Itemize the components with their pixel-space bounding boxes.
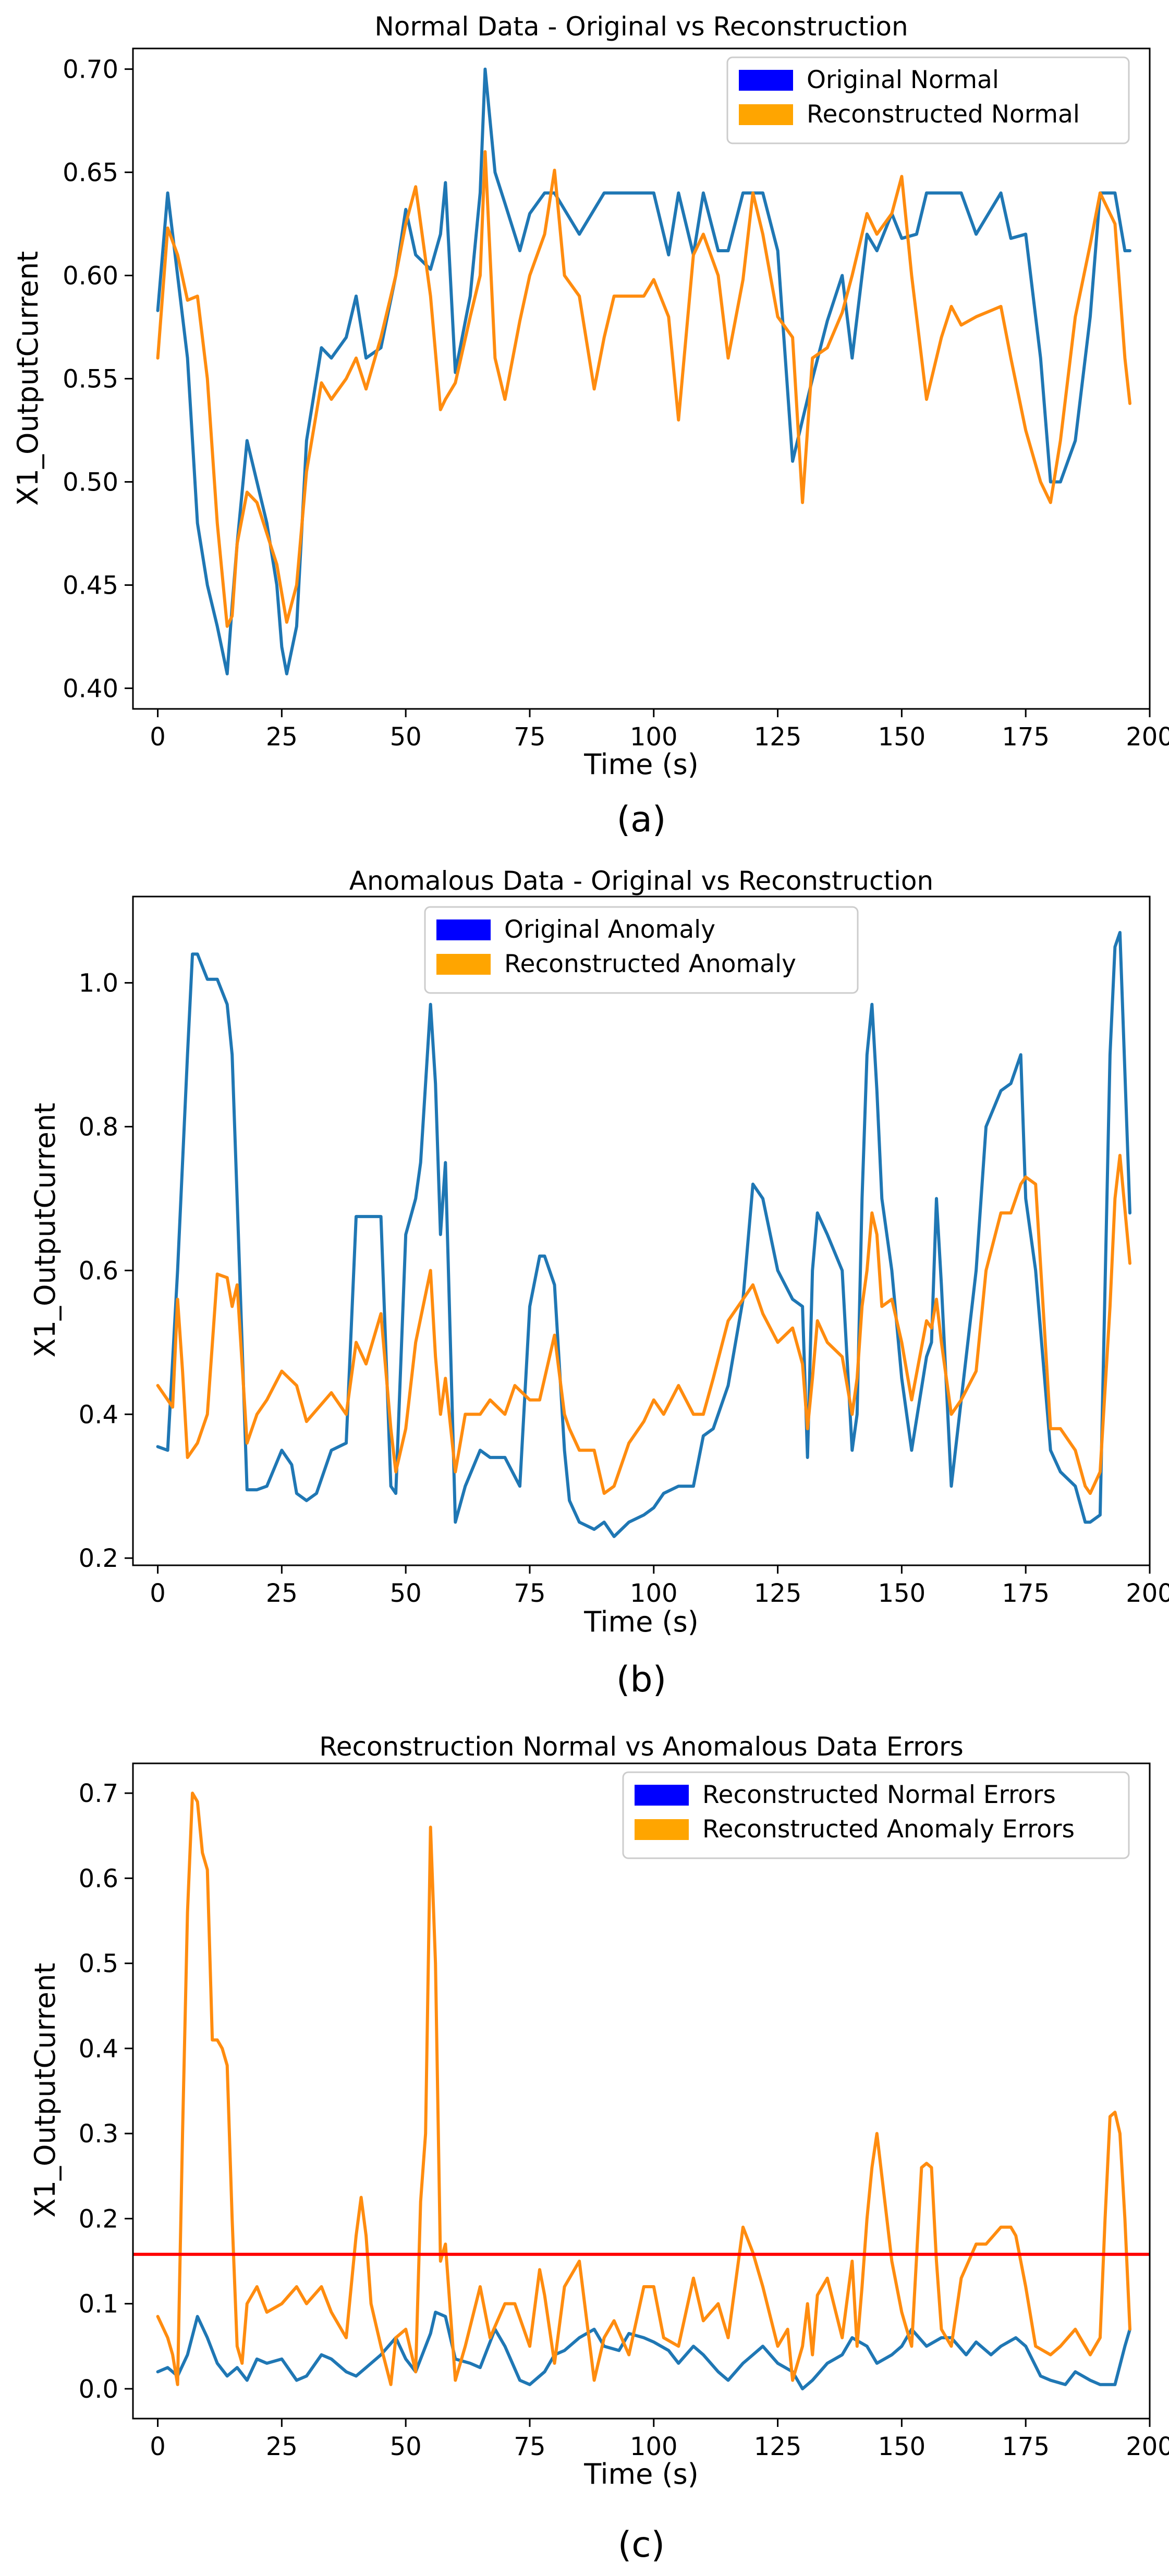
- y-axis-label: X1_OutputCurrent: [29, 1103, 62, 1358]
- chart-panel-c: Reconstruction Normal vs Anomalous Data …: [29, 1732, 1169, 2566]
- plot-frame: [132, 47, 1151, 710]
- x-tick-label: 175: [1002, 2432, 1050, 2461]
- y-tick-label: 0.45: [63, 571, 118, 600]
- y-tick-label: 0.65: [63, 158, 118, 188]
- x-tick-label: 125: [754, 722, 802, 752]
- y-tick-label: 0.3: [79, 2119, 118, 2149]
- y-tick-label: 0.5: [79, 1949, 118, 1979]
- legend-box: [424, 906, 859, 994]
- x-tick-label: 100: [630, 2432, 678, 2461]
- x-tick-label: 125: [754, 2432, 802, 2461]
- x-tick-label: 50: [390, 722, 422, 752]
- y-tick-label: 0.6: [79, 1864, 118, 1893]
- legend-swatch: [635, 1819, 689, 1840]
- y-axis-label: X1_OutputCurrent: [11, 251, 44, 506]
- x-tick-label: 125: [754, 1579, 802, 1608]
- chart-title: Normal Data - Original vs Reconstruction: [374, 11, 908, 42]
- series-line-reconstructed: [156, 1154, 1131, 1495]
- y-axis-label: X1_OutputCurrent: [29, 1963, 62, 2218]
- y-tick-label: 1.0: [79, 969, 118, 998]
- x-tick-label: 200: [1126, 2432, 1169, 2461]
- legend-label: Reconstructed Anomaly: [504, 950, 796, 978]
- x-tick-label: 150: [878, 1579, 926, 1608]
- x-axis-label: Time (s): [583, 748, 699, 781]
- panel-label: (a): [617, 799, 666, 840]
- panel-label: (b): [616, 1659, 666, 1700]
- legend-swatch: [436, 954, 491, 975]
- series-line-original: [156, 67, 1131, 676]
- series-line-reconstructed: [156, 150, 1131, 628]
- x-tick-label: 175: [1002, 1579, 1050, 1608]
- legend-label: Reconstructed Normal: [807, 100, 1080, 129]
- x-tick-label: 75: [514, 722, 545, 752]
- x-tick-label: 175: [1002, 722, 1050, 752]
- plot-frame: [132, 896, 1151, 1566]
- chart-title: Anomalous Data - Original vs Reconstruct…: [349, 866, 933, 896]
- x-axis-label: Time (s): [583, 1605, 699, 1638]
- legend-label: Original Normal: [807, 66, 999, 94]
- y-tick-label: 0.8: [79, 1112, 118, 1142]
- x-tick-label: 50: [390, 1579, 422, 1608]
- legend-label: Original Anomaly: [504, 915, 715, 944]
- x-tick-label: 150: [878, 2432, 926, 2461]
- y-tick-label: 0.7: [79, 1779, 118, 1808]
- x-axis-label: Time (s): [583, 2458, 699, 2491]
- y-tick-label: 0.2: [79, 1544, 118, 1573]
- x-tick-label: 0: [150, 2432, 166, 2461]
- chart-title: Reconstruction Normal vs Anomalous Data …: [319, 1732, 964, 1762]
- x-tick-label: 50: [390, 2432, 422, 2461]
- legend-swatch: [436, 919, 491, 940]
- legend-swatch: [739, 104, 793, 125]
- legend-swatch: [739, 70, 793, 91]
- series-line-original: [156, 2310, 1131, 2390]
- x-tick-label: 25: [266, 2432, 298, 2461]
- y-tick-label: 0.1: [79, 2290, 118, 2319]
- legend-label: Reconstructed Anomaly Errors: [702, 1815, 1075, 1844]
- y-tick-label: 0.6: [79, 1256, 118, 1285]
- y-tick-label: 0.60: [63, 262, 118, 291]
- chart-panel-b: Anomalous Data - Original vs Reconstruct…: [29, 866, 1169, 1700]
- x-tick-label: 100: [630, 1579, 678, 1608]
- x-tick-label: 200: [1126, 722, 1169, 752]
- x-tick-label: 0: [150, 722, 166, 752]
- x-tick-label: 100: [630, 722, 678, 752]
- chart-panel-a: Normal Data - Original vs Reconstruction…: [11, 11, 1169, 840]
- legend-box: [622, 1771, 1130, 1859]
- y-tick-label: 0.0: [79, 2375, 118, 2404]
- legend-label: Reconstructed Normal Errors: [702, 1781, 1056, 1809]
- y-tick-label: 0.4: [79, 2034, 118, 2064]
- x-tick-label: 150: [878, 722, 926, 752]
- y-tick-label: 0.2: [79, 2204, 118, 2234]
- series-line-original: [156, 931, 1131, 1538]
- x-tick-label: 75: [514, 2432, 545, 2461]
- x-tick-label: 200: [1126, 1579, 1169, 1608]
- y-tick-label: 0.4: [79, 1400, 118, 1429]
- legend-swatch: [635, 1785, 689, 1806]
- y-tick-label: 0.55: [63, 365, 118, 394]
- x-tick-label: 25: [266, 1579, 298, 1608]
- y-tick-label: 0.50: [63, 468, 118, 497]
- x-tick-label: 75: [514, 1579, 545, 1608]
- plot-frame: [132, 1762, 1151, 2420]
- x-tick-label: 25: [266, 722, 298, 752]
- legend-box: [726, 56, 1130, 144]
- series-line-reconstructed: [156, 1792, 1131, 2386]
- y-tick-label: 0.70: [63, 55, 118, 84]
- y-tick-label: 0.40: [63, 674, 118, 703]
- x-tick-label: 0: [150, 1579, 166, 1608]
- panel-label: (c): [618, 2524, 665, 2566]
